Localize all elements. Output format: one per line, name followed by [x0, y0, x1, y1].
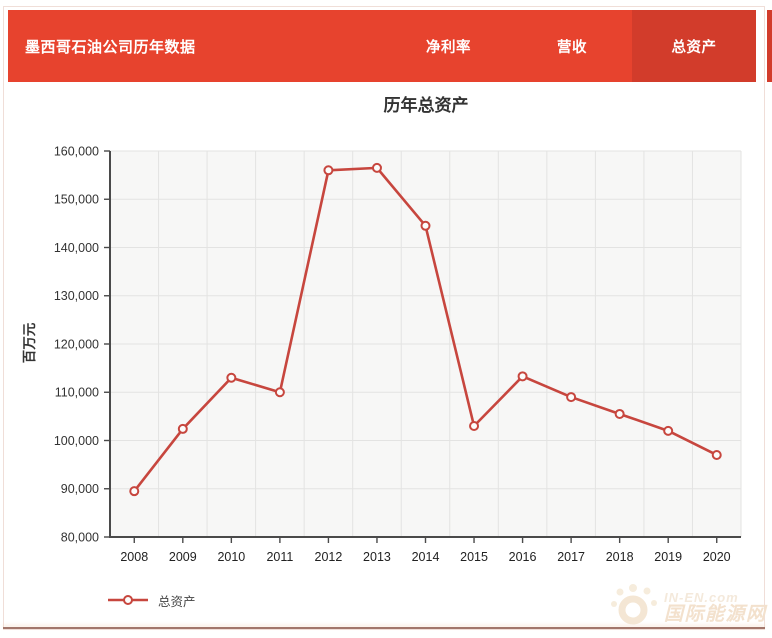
watermark-text: IN-EN.com 国际能源网 [664, 591, 767, 625]
y-axis-tick-label: 120,000 [54, 337, 99, 351]
watermark-brand: IN-EN.com [664, 590, 739, 606]
adjacent-panel-edge [767, 10, 772, 82]
legend-marker-icon [108, 595, 148, 605]
x-axis-tick-label: 2016 [509, 550, 537, 564]
x-axis-tick-label: 2020 [703, 550, 731, 564]
data-point-marker[interactable] [566, 392, 577, 403]
chart-title: 历年总资产 [383, 96, 469, 115]
x-axis-tick-label: 2019 [654, 550, 682, 564]
x-axis-tick-label: 2009 [169, 550, 197, 564]
x-axis-tick-label: 2017 [557, 550, 585, 564]
x-axis-tick-label: 2011 [266, 550, 293, 564]
watermark-name: 国际能源网 [664, 603, 767, 625]
x-axis-tick-label: 2008 [120, 550, 148, 564]
data-point-marker[interactable] [663, 425, 674, 436]
data-point-marker[interactable] [226, 372, 237, 383]
header-bar: 墨西哥石油公司历年数据 净利率 营收 总资产 [8, 10, 756, 82]
data-point-marker[interactable] [614, 408, 625, 419]
x-axis-tick-label: 2014 [412, 550, 440, 564]
legend-item-total-assets[interactable]: 总资产 [107, 591, 196, 609]
x-axis-tick-label: 2015 [460, 550, 488, 564]
tab-label: 总资产 [671, 39, 717, 56]
y-axis-tick-label: 90,000 [61, 482, 99, 496]
data-point-marker[interactable] [323, 165, 334, 176]
tab-label: 净利率 [426, 39, 471, 56]
bottom-divider [3, 627, 765, 629]
legend-label: 总资产 [158, 594, 196, 609]
y-axis-tick-label: 160,000 [54, 144, 99, 158]
line-chart: 80,000 90,000 100,000 110,000 120,000 130,000… [54, 144, 742, 564]
data-point-marker[interactable] [420, 220, 431, 231]
tab-total-assets[interactable]: 总资产 [632, 10, 756, 82]
tab-revenue[interactable]: 营收 [512, 10, 632, 82]
tab-label: 营收 [557, 39, 587, 56]
data-point-marker[interactable] [517, 371, 528, 382]
data-point-marker[interactable] [177, 423, 188, 434]
x-axis-tick-label: 2018 [606, 550, 634, 564]
y-axis-tick-label: 140,000 [54, 241, 99, 255]
y-axis-tick-label: 150,000 [54, 193, 99, 207]
x-axis-tick-label: 2010 [217, 550, 245, 564]
y-axis-tick-label: 80,000 [61, 530, 99, 544]
data-point-marker[interactable] [129, 486, 140, 497]
tab-bar: 净利率 营收 总资产 [385, 10, 756, 82]
data-point-marker[interactable] [371, 162, 382, 173]
x-axis-tick-label: 2013 [363, 550, 391, 564]
tab-net-profit-margin[interactable]: 净利率 [385, 10, 512, 82]
data-point-marker[interactable] [711, 449, 722, 460]
data-point-marker[interactable] [274, 387, 285, 398]
x-axis-tick-label: 2012 [315, 550, 343, 564]
y-axis-tick-label: 110,000 [55, 386, 99, 400]
app-title: 墨西哥石油公司历年数据 [25, 38, 196, 56]
data-point-marker[interactable] [469, 421, 480, 432]
y-axis-tick-label: 100,000 [54, 434, 99, 448]
y-axis-tick-label: 130,000 [54, 289, 99, 303]
